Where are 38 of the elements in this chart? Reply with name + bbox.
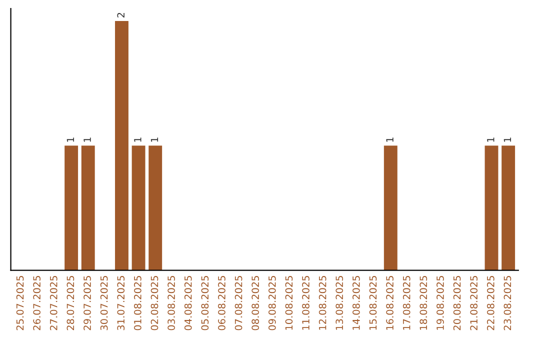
x-tick-label: 06.08.2025 [218,276,226,330]
x-tick-label: 25.07.2025 [16,276,24,330]
x-tick-label: 26.07.2025 [33,276,41,330]
x-tick-label: 21.08.2025 [470,276,478,330]
x-tick-label: 05.08.2025 [201,276,209,330]
x-tick-label: 03.08.2025 [168,276,175,330]
x-tick-label: 23.08.2025 [504,276,512,330]
data-label: 1 [487,138,494,142]
data-label: 1 [66,138,74,142]
x-tick-label: 19.08.2025 [436,276,444,330]
x-tick-label: 02.08.2025 [150,276,158,330]
x-tick-label: 07.08.2025 [234,276,242,330]
x-tick-label: 28.07.2025 [66,276,74,330]
x-tick-label: 20.08.2025 [453,276,461,330]
x-tick-label: 13.08.2025 [336,276,344,330]
data-label: 1 [504,138,511,142]
x-tick-label: 10.08.2025 [285,276,293,330]
x-tick-label: 14.08.2025 [352,276,360,330]
x-tick-label: 18.08.2025 [420,276,428,330]
data-label: 1 [150,138,158,142]
x-tick-label: 11.08.2025 [302,276,310,330]
x-tick-label: 27.07.2025 [50,276,58,330]
x-tick-label: 09.08.2025 [268,276,276,330]
x-tick-label: 16.08.2025 [386,276,394,330]
x-tick-label: 30.07.2025 [100,276,108,330]
x-tick-label: 12.08.2025 [318,276,326,330]
x-tick-label: 17.08.2025 [402,276,410,330]
x-tick-label: 15.08.2025 [369,276,377,330]
x-tick-label: 04.08.2025 [184,276,192,330]
data-label: 1 [386,138,394,142]
x-tick-label: 08.08.2025 [252,276,260,330]
data-label: 2 [117,12,124,18]
data-label: 1 [134,138,142,142]
x-tick-label: 29.07.2025 [84,276,91,330]
data-label: 1 [84,138,91,142]
x-tick-label: 22.08.2025 [486,276,494,330]
x-tick-label: 31.07.2025 [117,276,125,330]
x-tick-label: 01.08.2025 [134,276,142,330]
